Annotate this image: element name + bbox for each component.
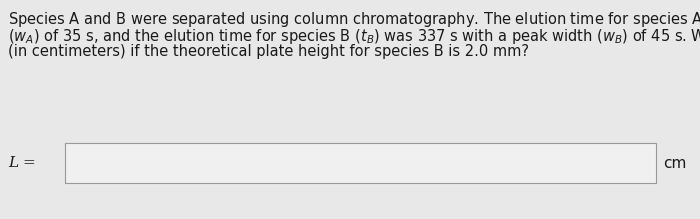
Text: Species A and B were separated using column chromatography. The elution time for: Species A and B were separated using col… [8, 10, 700, 29]
Bar [65, 143, 656, 183]
Text: L =: L = [8, 156, 36, 170]
Text: cm: cm [663, 155, 687, 171]
Text: (in centimeters) if the theoretical plate height for species B is 2.0 mm?: (in centimeters) if the theoretical plat… [8, 44, 529, 59]
Text: ($w_A$) of 35 s, and the elution time for species B ($t_B$) was 337 s with a pea: ($w_A$) of 35 s, and the elution time fo… [8, 27, 700, 46]
